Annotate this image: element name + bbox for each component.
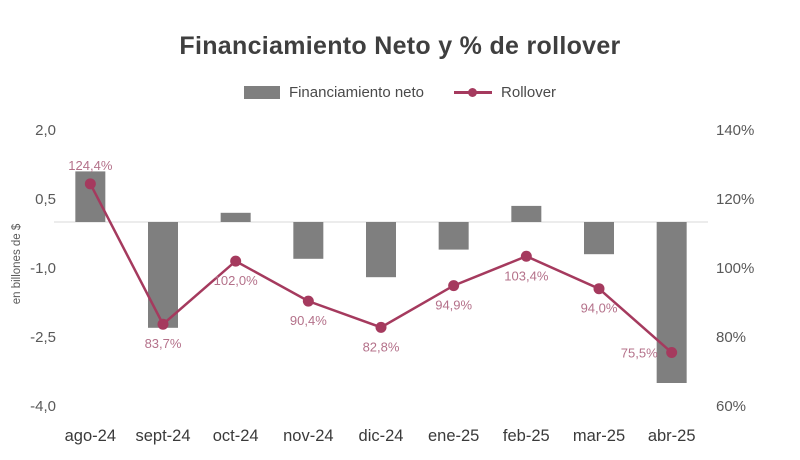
bar-abr-25 [656,222,687,383]
left-axis-tick: -1,0 [30,260,56,277]
rollover-label-oct-24: 102,0% [214,273,259,288]
bar-oct-24 [220,212,251,222]
rollover-point-sept-24 [157,318,169,330]
rollover-point-ene-25 [448,280,460,292]
legend-line-label: Rollover [501,84,557,101]
right-axis-tick: 100% [716,260,754,277]
rollover-point-nov-24 [302,295,314,307]
x-axis-label-ene-25: ene-25 [428,427,479,445]
bar-ene-25 [438,222,469,250]
left-axis-tick: -4,0 [30,398,56,415]
rollover-label-nov-24: 90,4% [290,313,327,328]
legend-item-financiamiento: Financiamiento neto [243,84,425,101]
legend-item-rollover: Rollover [454,84,556,101]
rollover-label-sept-24: 83,7% [145,336,182,351]
x-axis-label-abr-25: abr-25 [648,427,696,445]
chart-title: Financiamiento Neto y % de rollover [179,32,621,60]
right-axis-tick: 140% [716,122,754,139]
bar-sept-24 [148,222,178,328]
left-axis-title: en billones de $ [11,223,23,304]
x-axis-label-nov-24: nov-24 [283,427,333,445]
x-axis-label-oct-24: oct-24 [213,427,259,445]
legend-bar-label: Financiamiento neto [288,84,425,101]
left-axis-tick: 0,5 [35,191,56,208]
left-axis-tick: 2,0 [35,122,56,139]
rollover-label-ene-25: 94,9% [435,298,472,313]
x-axis-label-mar-25: mar-25 [573,427,625,445]
rollover-label-mar-25: 94,0% [581,301,618,316]
rollover-point-ago-24 [84,178,96,190]
left-axis-tick: -2,5 [30,329,56,346]
rollover-label-ago-24: 124,4% [68,158,113,173]
x-axis-label-ago-24: ago-24 [65,427,116,445]
x-axis-label-sept-24: sept-24 [135,427,190,445]
bar-swatch-icon [243,86,280,99]
x-axis-label-dic-24: dic-24 [359,427,404,445]
right-axis-tick: 120% [716,191,754,208]
rollover-point-feb-25 [520,250,532,262]
right-axis-tick: 80% [716,329,746,346]
bar-nov-24 [293,222,324,259]
rollover-point-dic-24 [375,321,387,333]
chart-legend: Financiamiento neto Rollover [0,84,800,101]
bar-feb-25 [511,205,542,222]
right-axis-tick: 60% [716,398,746,415]
bar-mar-25 [584,222,614,255]
rollover-point-oct-24 [230,255,242,267]
x-axis-label-feb-25: feb-25 [503,427,550,445]
bar-dic-24 [366,222,396,278]
rollover-label-dic-24: 82,8% [363,339,400,354]
line-swatch-icon [454,86,493,100]
rollover-point-mar-25 [593,283,605,295]
rollover-label-abr-25: 75,5% [621,346,658,361]
rollover-point-abr-25 [666,347,678,359]
rollover-label-feb-25: 103,4% [504,268,549,283]
